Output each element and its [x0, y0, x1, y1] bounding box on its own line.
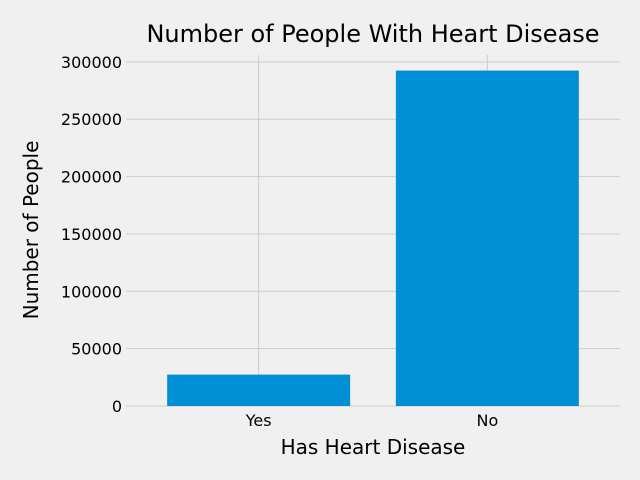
y-tick-label: 0: [112, 397, 122, 416]
y-tick-label: 250000: [61, 110, 122, 129]
y-tick-label: 50000: [71, 340, 122, 359]
y-tick-label: 300000: [61, 53, 122, 72]
x-axis-label: Has Heart Disease: [281, 435, 466, 459]
bars: [167, 70, 579, 406]
y-tick-label: 150000: [61, 225, 122, 244]
bar-no: [395, 70, 579, 406]
x-tick-label: No: [476, 411, 498, 430]
y-tick-label: 200000: [61, 168, 122, 187]
chart-title: Number of People With Heart Disease: [146, 20, 599, 48]
x-tick-label: Yes: [245, 411, 272, 430]
bar-yes: [167, 374, 351, 406]
y-axis-ticks: 0 50000 100000 150000 200000 250000 300000: [61, 53, 122, 416]
y-axis-label: Number of People: [19, 141, 43, 320]
y-tick-label: 100000: [61, 282, 122, 301]
x-axis-ticks: Yes No: [245, 411, 499, 430]
